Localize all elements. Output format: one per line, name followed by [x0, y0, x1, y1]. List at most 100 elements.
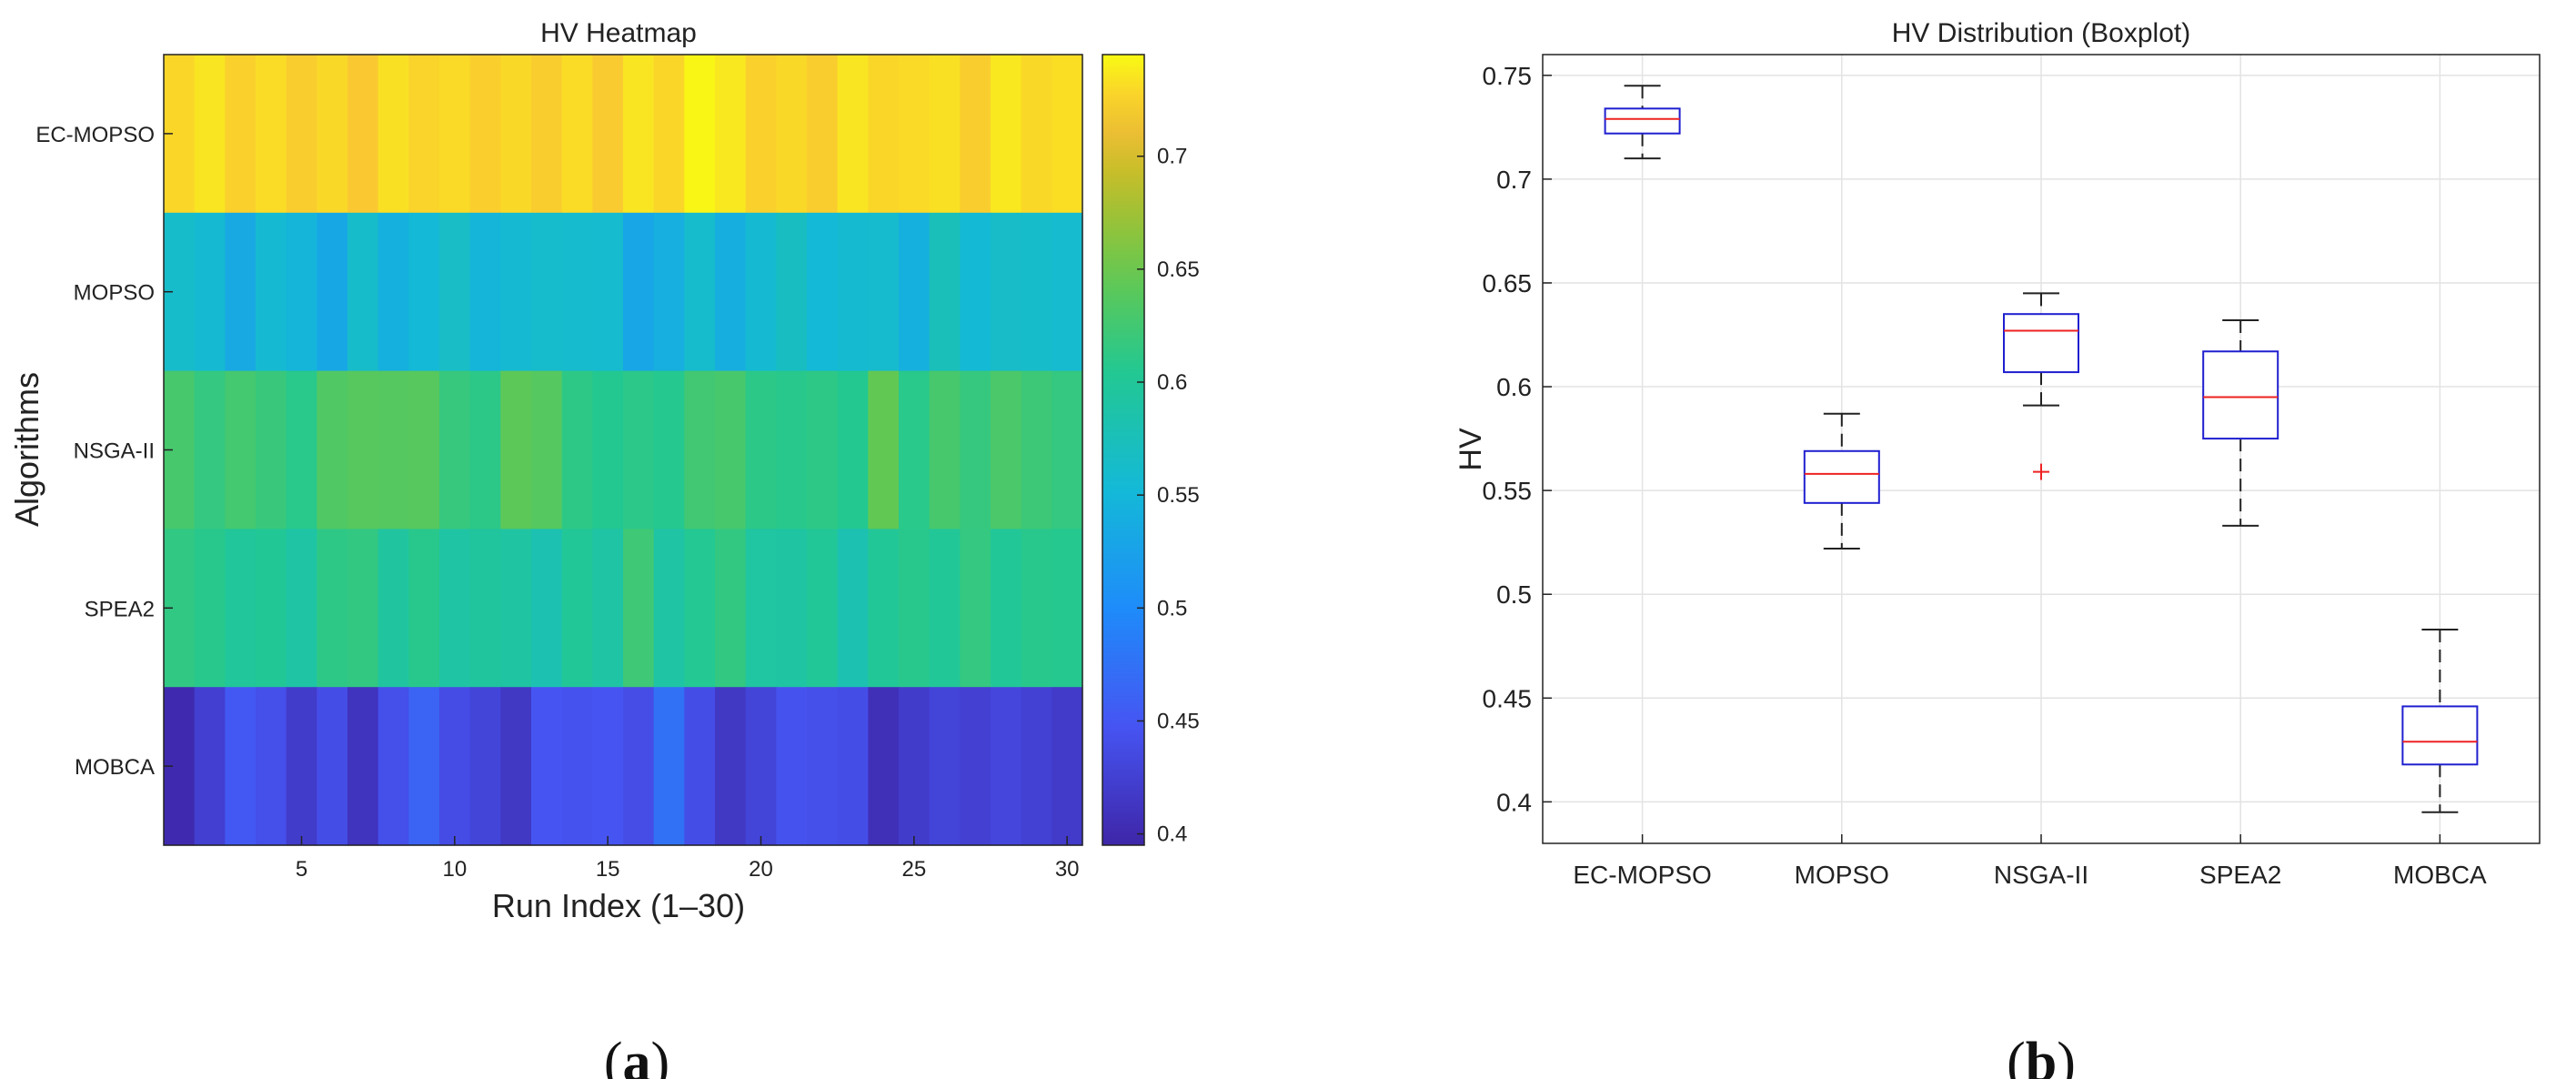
heatmap-cell — [929, 529, 961, 688]
heatmap-cell — [286, 212, 317, 372]
heatmap-row-label: SPEA2 — [85, 597, 155, 621]
box-ec-mopso — [1604, 85, 1681, 160]
heatmap-cell — [807, 55, 839, 214]
heatmap-cell — [408, 529, 440, 688]
heatmap-cell — [256, 529, 287, 688]
heatmap-cell — [1052, 55, 1083, 214]
colorbar-tick-label: 0.6 — [1157, 370, 1187, 395]
heatmap-cell — [194, 529, 226, 688]
heatmap-cell — [225, 687, 257, 846]
heatmap-cell — [929, 370, 961, 529]
heatmap-cell — [623, 212, 655, 372]
heatmap-cell — [684, 212, 716, 372]
heatmap-cell — [592, 529, 624, 688]
heatmap-x-tick-label: 30 — [1055, 857, 1080, 882]
heatmap-panel: HV Heatmap EC-MOPSO MOPSO NSGA-II SPEA2 MOBC… — [8, 18, 1200, 1079]
heatmap-x-tick-label: 25 — [901, 857, 926, 882]
heatmap-cell — [899, 55, 931, 214]
boxplot-category-label: NSGA-II — [1994, 861, 2088, 889]
heatmap-cell — [317, 687, 348, 846]
heatmap-cell — [194, 687, 226, 846]
heatmap-cell — [561, 529, 593, 688]
heatmap-cell — [500, 212, 532, 372]
outlier-marker — [2033, 463, 2049, 480]
heatmap-cell — [561, 212, 593, 372]
heatmap-cell — [377, 687, 409, 846]
heatmap-cell — [684, 55, 716, 214]
heatmap-cell — [531, 212, 563, 372]
heatmap-cell — [317, 55, 348, 214]
heatmap-cell — [776, 687, 808, 846]
heatmap-cell — [347, 687, 379, 846]
heatmap-cell — [684, 370, 716, 529]
heatmap-cell — [684, 529, 716, 688]
heatmap-cell — [776, 212, 808, 372]
heatmap-cell — [776, 529, 808, 688]
heatmap-cell — [960, 687, 991, 846]
box-iqr — [1803, 449, 1880, 504]
heatmap-cell — [500, 370, 532, 529]
boxplot-y-axis-label: HV — [1454, 428, 1488, 471]
boxplot-category-label: MOPSO — [1795, 861, 1889, 889]
heatmap-cell — [225, 370, 257, 529]
heatmap-cell — [868, 370, 900, 529]
heatmap-cell — [500, 55, 532, 214]
heatmap-cell — [653, 370, 685, 529]
heatmap-cell — [653, 212, 685, 372]
heatmap-cell — [991, 212, 1022, 372]
heatmap-cell — [807, 212, 839, 372]
heatmap-cell — [745, 529, 777, 688]
colorbar-tick-label: 0.4 — [1157, 822, 1187, 847]
heatmap-cell — [317, 212, 348, 372]
colorbar-tick-label: 0.45 — [1157, 709, 1200, 733]
heatmap-cell — [256, 55, 287, 214]
boxplot-y-tick-label: 0.7 — [1496, 166, 1532, 194]
heatmap-cell — [1021, 529, 1052, 688]
boxplot-y-tick-label: 0.4 — [1496, 788, 1532, 816]
heatmap-cell — [256, 370, 287, 529]
heatmap-cell — [408, 687, 440, 846]
boxplot-category-label: SPEA2 — [2199, 861, 2281, 889]
panel-label-a: (a) — [604, 1032, 669, 1079]
heatmap-cell — [377, 212, 409, 372]
colorbar-tick-label: 0.5 — [1157, 596, 1187, 620]
box-iqr — [2401, 705, 2479, 766]
heatmap-cell — [960, 529, 991, 688]
heatmap-cell — [347, 529, 379, 688]
heatmap-cell — [745, 370, 777, 529]
box-mopso — [1803, 412, 1880, 550]
boxplot-title: HV Distribution (Boxplot) — [1892, 18, 2190, 48]
heatmap-cell — [807, 687, 839, 846]
heatmap-cell — [194, 55, 226, 214]
heatmap-y-axis-label: Algorithms — [8, 372, 45, 527]
box-iqr — [1604, 107, 1681, 135]
heatmap-cell — [929, 687, 961, 846]
box-mobca — [2401, 628, 2479, 813]
heatmap-cell — [899, 212, 931, 372]
heatmap-cell — [837, 687, 869, 846]
box-spea2 — [2202, 319, 2279, 527]
heatmap-cell — [408, 370, 440, 529]
heatmap-cell — [347, 212, 379, 372]
boxplot-y-tick-label: 0.75 — [1483, 62, 1533, 90]
heatmap-cell — [439, 55, 471, 214]
heatmap-cell — [653, 529, 685, 688]
heatmap-row-labels: EC-MOPSO MOPSO NSGA-II SPEA2 MOBCA — [35, 123, 173, 780]
boxplot-y-tick-label: 0.5 — [1496, 580, 1532, 609]
heatmap-cell — [317, 529, 348, 688]
box-nsga-ii — [2003, 292, 2079, 480]
heatmap-cell — [837, 529, 869, 688]
heatmap-x-axis-label: Run Index (1–30) — [492, 887, 745, 924]
heatmap-cell — [592, 687, 624, 846]
boxplot-category-label: EC-MOPSO — [1573, 861, 1711, 889]
heatmap-cell — [286, 687, 317, 846]
heatmap-cell — [469, 529, 501, 688]
boxplot-category-label: MOBCA — [2393, 861, 2487, 889]
heatmap-cell — [256, 687, 287, 846]
heatmap-row-label: EC-MOPSO — [35, 123, 155, 147]
heatmap-x-tick-label: 5 — [296, 857, 307, 882]
heatmap-x-ticks: 5 10 15 20 25 30 — [296, 836, 1080, 882]
boxplot-boxes — [1604, 85, 2479, 813]
heatmap-cell — [868, 687, 900, 846]
heatmap-cell — [715, 529, 747, 688]
